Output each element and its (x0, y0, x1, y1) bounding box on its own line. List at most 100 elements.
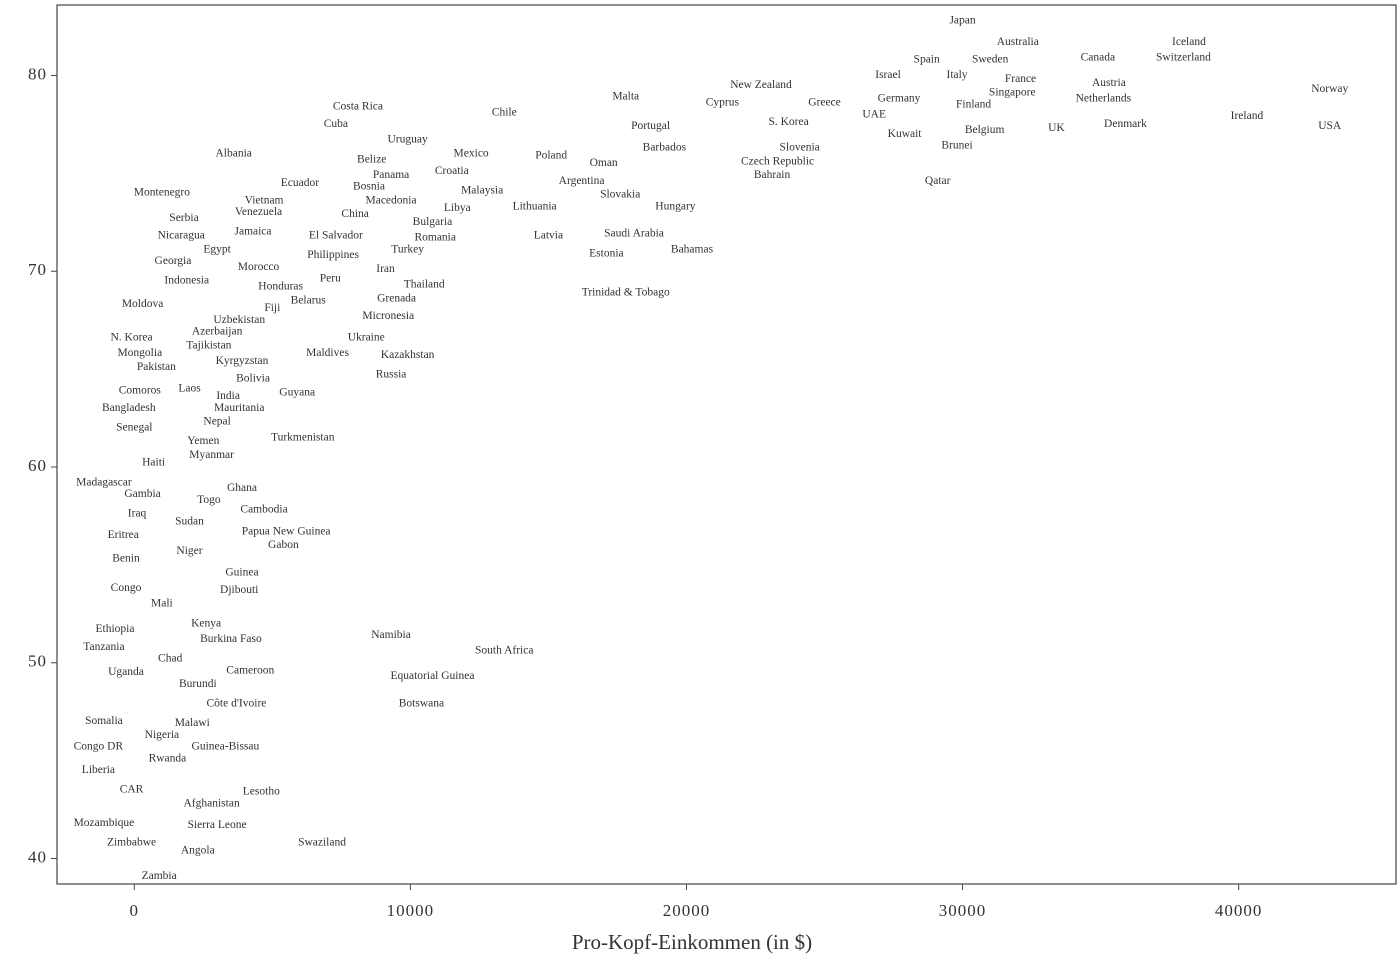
country-point: Bolivia (236, 373, 270, 385)
country-point: Singapore (989, 87, 1036, 99)
country-point: Bulgaria (413, 216, 453, 228)
country-point: Libya (444, 202, 471, 214)
country-point: Djibouti (220, 584, 258, 596)
country-point: Bahrain (754, 169, 791, 181)
country-point: Mongolia (117, 347, 162, 359)
country-point: Estonia (589, 247, 624, 259)
country-point: Turkey (391, 243, 424, 255)
country-point: Swaziland (298, 837, 346, 849)
country-point: Somalia (85, 715, 123, 727)
country-point: Bahamas (671, 243, 714, 255)
country-point: Montenegro (134, 187, 190, 199)
country-point: Gambia (124, 488, 160, 500)
y-tick-label: 40 (28, 847, 47, 866)
country-point: Burkina Faso (200, 633, 262, 645)
country-point: Croatia (435, 165, 469, 177)
country-point: Nicaragua (158, 230, 205, 242)
plot-frame (56, 4, 1397, 885)
country-point: Moldova (122, 298, 164, 310)
country-point: Myanmar (189, 449, 234, 461)
country-point: Afghanistan (183, 797, 239, 809)
country-point: Iceland (1172, 36, 1206, 48)
country-point: Romania (414, 232, 456, 244)
country-point: Greece (808, 97, 841, 109)
country-point: Laos (178, 382, 201, 394)
country-point: Senegal (116, 422, 152, 434)
country-point: Equatorial Guinea (390, 670, 474, 682)
country-point: Sierra Leone (188, 819, 247, 831)
country-point: Japan (949, 14, 975, 26)
x-axis-label: Pro-Kopf-Einkommen (in $) (572, 930, 812, 954)
country-point: Barbados (643, 142, 687, 154)
country-point: Canada (1081, 51, 1115, 63)
country-point: Australia (997, 36, 1039, 48)
country-point: Indonesia (164, 275, 209, 287)
country-point: Nepal (203, 416, 230, 428)
country-point: Guyana (279, 386, 315, 398)
country-point: Grenada (377, 292, 416, 304)
country-point: Bangladesh (102, 402, 156, 414)
country-point: Côte d'Ivoire (207, 698, 267, 710)
country-point: Trinidad & Tobago (582, 286, 670, 298)
country-point: S. Korea (768, 116, 808, 128)
country-point: Cameroon (226, 664, 274, 676)
country-point: Netherlands (1076, 93, 1132, 105)
country-point: Lithuania (513, 200, 557, 212)
country-point: Mali (151, 598, 173, 610)
y-tick-label: 60 (28, 456, 47, 475)
country-point: Cambodia (240, 504, 287, 516)
country-point: Fiji (264, 302, 280, 314)
country-point: Latvia (534, 230, 563, 242)
country-point: Morocco (238, 261, 280, 273)
country-point: Italy (946, 69, 967, 81)
country-point: Peru (320, 273, 341, 285)
country-point: Russia (376, 369, 407, 381)
country-point: Belize (357, 153, 386, 165)
country-point: Macedonia (366, 194, 417, 206)
country-point: Liberia (82, 764, 115, 776)
country-point: Kazakhstan (381, 349, 435, 361)
country-point: Chile (492, 106, 517, 118)
country-point: Madagascar (76, 476, 132, 488)
country-point: Denmark (1104, 118, 1147, 130)
country-point: Albania (215, 147, 251, 159)
country-point: Lesotho (243, 786, 280, 798)
country-point: Mexico (454, 147, 489, 159)
country-point: Micronesia (362, 310, 414, 322)
country-point: Germany (878, 93, 921, 105)
country-point: CAR (120, 784, 144, 796)
country-point: Congo DR (74, 741, 124, 753)
country-point: Malawi (175, 717, 210, 729)
country-point: Egypt (203, 243, 231, 255)
x-tick-label: 20000 (663, 901, 711, 920)
country-point: Brunei (941, 140, 972, 152)
country-point: Spain (914, 53, 940, 65)
country-point: South Africa (475, 645, 533, 657)
country-point: Belgium (965, 124, 1005, 136)
country-point: Chad (158, 653, 183, 665)
country-point: Malaysia (461, 185, 503, 197)
country-point: Norway (1311, 83, 1348, 95)
country-point: Slovenia (780, 142, 820, 154)
country-point: Cyprus (706, 97, 740, 109)
country-point: Eritrea (108, 529, 139, 541)
country-point: Mauritania (214, 402, 264, 414)
country-point: Zambia (142, 870, 177, 882)
country-point: Poland (535, 149, 567, 161)
country-point: Uganda (108, 666, 144, 678)
country-point: Belarus (291, 294, 327, 306)
country-point: Ethiopia (95, 623, 134, 635)
country-point: Haiti (142, 457, 165, 469)
country-point: New Zealand (730, 79, 792, 91)
country-point: Congo (111, 582, 142, 594)
country-point: Burundi (179, 678, 217, 690)
country-point: Tanzania (83, 641, 124, 653)
country-point: Ghana (227, 482, 257, 494)
country-point: Panama (373, 169, 409, 181)
country-point: Kyrgyzstan (216, 355, 269, 367)
country-point: Yemen (187, 435, 219, 447)
country-point: UAE (862, 108, 886, 120)
y-tick-label: 50 (28, 652, 47, 671)
country-point: Kuwait (888, 128, 923, 140)
